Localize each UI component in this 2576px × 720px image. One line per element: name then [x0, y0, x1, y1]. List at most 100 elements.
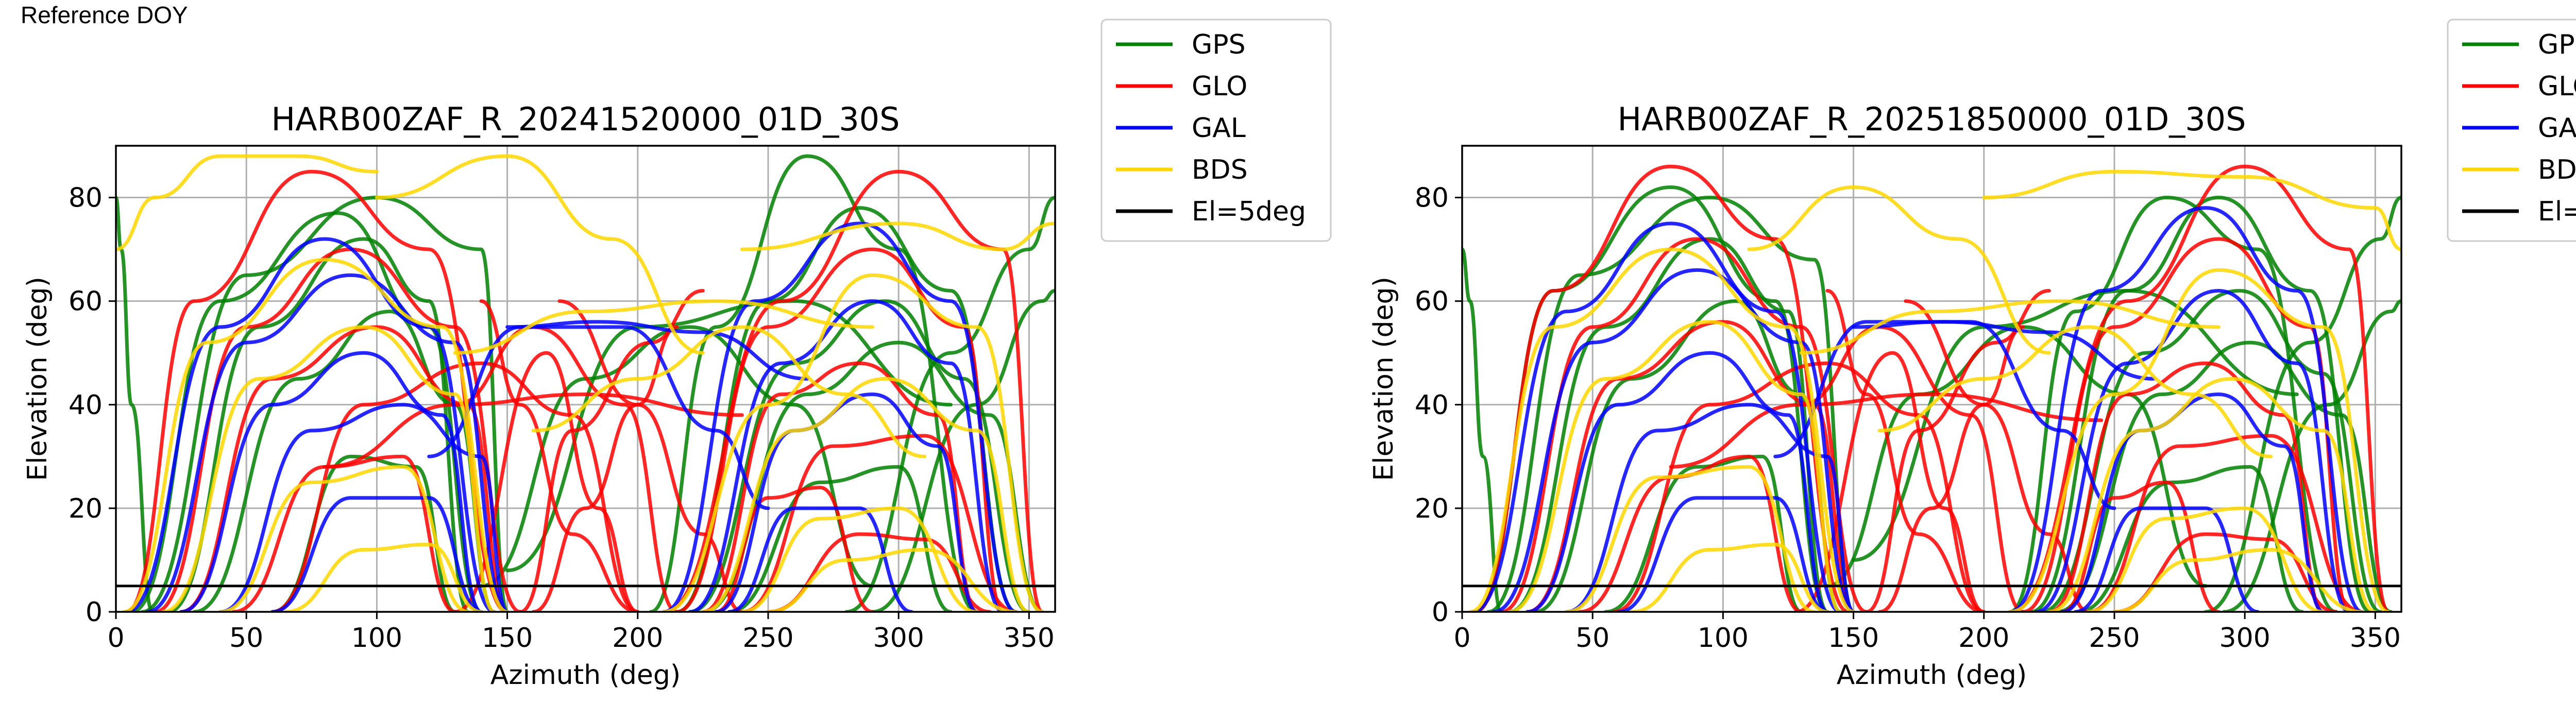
- series-arc-gps: [1462, 247, 1503, 612]
- series-arc-glo: [557, 299, 744, 612]
- series-arc-glo: [1578, 454, 1803, 612]
- x-tick-label: 100: [351, 623, 402, 654]
- legend-label-gps: GPS: [2538, 29, 2576, 60]
- chart-title: HARB00ZAF_R_20251850000_01D_30S: [1618, 100, 2246, 138]
- x-tick-label: 0: [1453, 623, 1470, 654]
- y-tick-label: 20: [69, 493, 103, 524]
- series-arc-glo: [453, 325, 679, 612]
- series-arc-glo: [1865, 289, 2051, 612]
- series-arc-gal: [662, 221, 1018, 612]
- x-axis-label: Azimuth (deg): [1837, 660, 2027, 691]
- series-arc-gps: [140, 196, 510, 612]
- series-arc-glo: [270, 361, 640, 612]
- series-arc-bds: [2047, 376, 2377, 612]
- series-arc-gal: [727, 506, 913, 612]
- series-arc-glo: [714, 486, 875, 612]
- legend-label-gal: GAL: [2538, 113, 2576, 144]
- axes-frame: [115, 145, 1056, 613]
- x-tick-label: 300: [2219, 623, 2270, 654]
- series-arc-gal: [1617, 496, 1829, 612]
- series-arc-gps: [2008, 196, 2338, 612]
- series-arc-gps: [505, 299, 953, 573]
- series-arc-gal: [505, 320, 809, 381]
- series-arc-glo: [1825, 289, 1986, 612]
- x-tick-label: 150: [482, 623, 533, 654]
- y-axis-label: Elevation (deg): [22, 277, 53, 481]
- y-tick-label: 40: [69, 390, 103, 421]
- plot-area: [1462, 164, 2401, 612]
- series-arc-gal: [2008, 206, 2364, 612]
- x-tick-label: 150: [1828, 623, 1879, 654]
- chart-2: 0 50 100 150 200 250 300 350 0 20 40 60 80 HARB00ZAF_…: [1368, 19, 2576, 691]
- series-arc-gps: [1852, 289, 2299, 562]
- legend-label-glo: GLO: [2538, 71, 2576, 102]
- series-arc-bds: [1877, 325, 2273, 458]
- legend-label-bds: BDS: [1192, 155, 1248, 185]
- x-tick-label: 350: [2350, 623, 2401, 654]
- x-tick-label: 350: [1004, 623, 1055, 654]
- series-arc-bds: [375, 154, 705, 355]
- legend-label-bds: BDS: [2538, 155, 2576, 185]
- y-axis-label: Elevation (deg): [1368, 277, 1399, 481]
- series-arc-glo: [1904, 299, 2090, 612]
- series-arc-gps: [2055, 340, 2393, 612]
- series-arc-gal: [2034, 289, 2351, 612]
- series-arc-bds: [1747, 185, 2051, 355]
- y-tick-label: 40: [1415, 390, 1449, 421]
- series-arc-bds: [453, 299, 875, 355]
- series-arc-bds: [1630, 542, 1829, 612]
- legend-label-el5deg: El=5deg: [2538, 196, 2576, 227]
- series-arc-glo: [2086, 434, 2364, 612]
- series-arc-bds: [2086, 506, 2325, 612]
- y-tick-label: 0: [1432, 597, 1449, 628]
- series-arc-gal: [179, 351, 483, 612]
- legend-box: [1100, 19, 1332, 242]
- x-tick-label: 50: [229, 623, 263, 654]
- page-title: Reference DOY: [21, 2, 188, 28]
- series-arc-gal: [714, 392, 979, 612]
- series-arc-glo: [531, 325, 679, 612]
- series-arc-bds: [283, 542, 483, 612]
- chart-title: HARB00ZAF_R_20241520000_01D_30S: [272, 100, 900, 138]
- series-arc-gps: [1604, 454, 1803, 612]
- series-arc-gal: [1492, 268, 1856, 612]
- legend-label-gal: GAL: [1192, 113, 1246, 144]
- series-arc-gps: [2222, 299, 2401, 612]
- x-tick-label: 200: [1958, 623, 2009, 654]
- series-arc-gal: [124, 237, 496, 612]
- chart-1: 0 50 100 150 200 250 300 350 0 20 40 60 80 HARB00ZAF_…: [22, 19, 1332, 691]
- series-arc-gal: [1852, 320, 2156, 381]
- y-tick-label: 80: [1415, 183, 1449, 214]
- series-arc-gal: [2060, 392, 2325, 612]
- legend-box: [2447, 19, 2576, 242]
- series-arc-glo: [518, 289, 705, 612]
- series-arc-bds: [1468, 247, 1856, 612]
- y-tick-label: 60: [69, 286, 103, 317]
- series-arc-bds: [122, 258, 510, 612]
- series-arc-bds: [2008, 268, 2391, 612]
- series-arc-glo: [479, 299, 640, 612]
- series-arc-gal: [145, 273, 510, 612]
- x-axis-label: Azimuth (deg): [490, 660, 681, 691]
- series-arc-gps: [844, 196, 1055, 612]
- series-arc-gal: [1565, 403, 1856, 612]
- series-arc-gal: [688, 299, 1005, 612]
- series-arc-bds: [1982, 169, 2401, 251]
- series-arc-glo: [1877, 325, 2025, 612]
- x-tick-label: 250: [2089, 623, 2140, 654]
- series-arc-bds: [740, 221, 1055, 251]
- series-arc-gps: [479, 325, 875, 588]
- x-tick-label: 50: [1575, 623, 1609, 654]
- series-arc-glo: [2047, 361, 2325, 612]
- series-arc-bds: [662, 273, 1044, 612]
- series-arc-bds: [116, 154, 379, 251]
- series-arc-gal: [270, 496, 483, 612]
- series-arc-glo: [740, 434, 1018, 612]
- series-arc-glo: [1794, 351, 1986, 612]
- series-arc-gps: [1486, 196, 1856, 612]
- x-tick-label: 100: [1698, 623, 1749, 654]
- series-arc-gps: [871, 289, 1055, 612]
- series-arc-bds: [1799, 299, 2221, 355]
- x-tick-label: 0: [107, 623, 124, 654]
